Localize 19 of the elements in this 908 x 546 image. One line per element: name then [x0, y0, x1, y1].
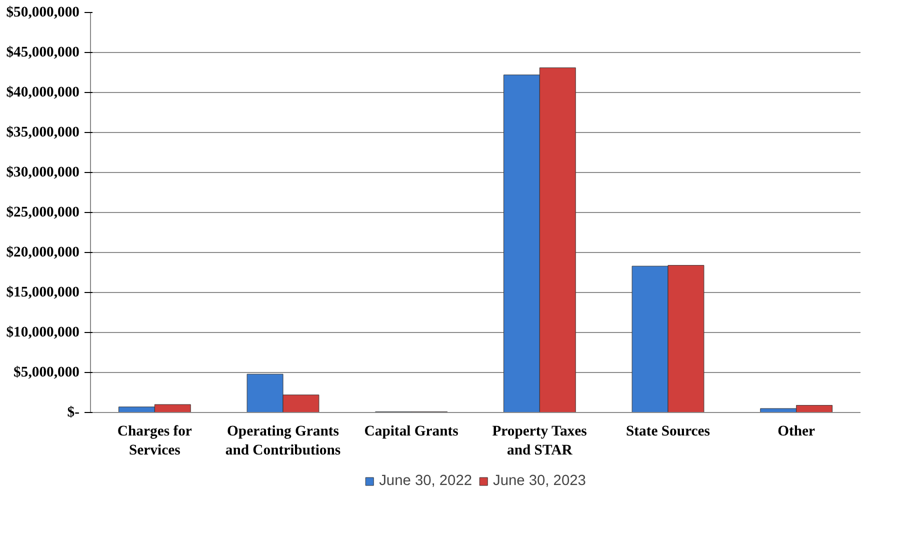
y-tick-label: $35,000,000 [6, 124, 80, 140]
legend-label: June 30, 2023 [493, 473, 586, 489]
y-tick-label: $20,000,000 [6, 244, 80, 260]
y-tick-label: $40,000,000 [6, 84, 80, 100]
y-tick-label: $25,000,000 [6, 204, 80, 220]
y-tick-label: $15,000,000 [6, 284, 80, 300]
y-tick-label: $45,000,000 [6, 44, 80, 60]
legend-label: June 30, 2022 [379, 473, 472, 489]
x-tick-label: Operating Grants and Contributions [225, 424, 341, 459]
y-tick-label: $10,000,000 [6, 324, 80, 340]
y-tick-label: $- [67, 404, 80, 420]
y-tick-label: $50,000,000 [6, 4, 80, 20]
y-tick-label: $30,000,000 [6, 164, 80, 180]
x-tick-label: Property Taxes and STAR [492, 424, 588, 459]
x-tick-label: Charges for Services [117, 424, 192, 459]
x-tick-label: State Sources [626, 424, 710, 440]
x-tick-label: Capital Grants [364, 424, 459, 440]
x-tick-label: Other [778, 424, 816, 440]
y-tick-label: $5,000,000 [14, 364, 80, 380]
